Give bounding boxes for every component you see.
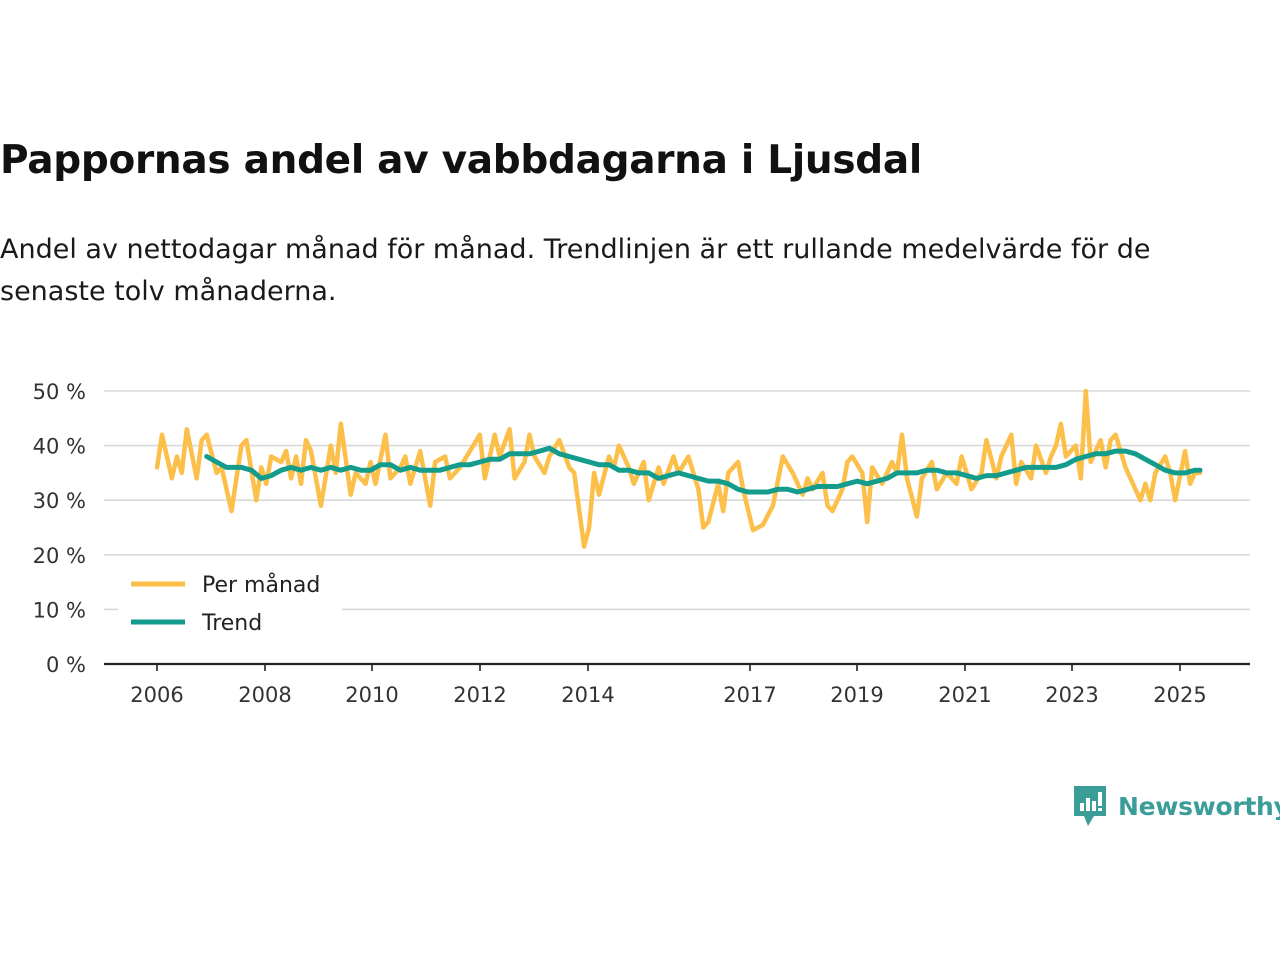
y-tick-label: 30 % [33,489,86,513]
brand-name: Newsworthy [1118,791,1280,821]
x-tick-label: 2010 [345,683,398,707]
x-tick-label: 2025 [1153,683,1206,707]
y-tick-label: 40 % [33,435,86,459]
x-tick-label: 2012 [453,683,506,707]
x-tick-label: 2021 [938,683,991,707]
legend: Per månad Trend [118,563,342,645]
line-chart: 0 % 10 % 20 % 30 % 40 % 50 % 2006 2008 2010 2012… [33,380,1250,707]
newsworthy-icon [1074,786,1106,826]
y-axis-labels: 0 % 10 % 20 % 30 % 40 % 50 % [33,380,86,677]
y-tick-label: 0 % [46,653,86,677]
gridlines [104,390,1250,611]
y-tick-label: 20 % [33,544,86,568]
x-tick-label: 2006 [130,683,183,707]
x-tick-label: 2014 [561,683,614,707]
series-line-monthly [154,388,1203,549]
y-tick-label: 50 % [33,380,86,404]
series-line-trend [204,445,1203,495]
x-tick-label: 2008 [238,683,291,707]
brand-logo: Newsworthy [1072,784,1280,828]
x-tick-label: 2019 [830,683,883,707]
series [154,388,1203,549]
chart-subtitle: Andel av nettodagar månad för månad. Tre… [0,234,1151,307]
legend-label-trend: Trend [201,611,262,636]
x-tick-label: 2017 [723,683,776,707]
y-tick-label: 10 % [33,598,86,622]
x-axis-ticks [156,664,1181,671]
chart-title: Pappornas andel av vabbdagarna i Ljusdal [0,138,922,183]
legend-background [118,563,342,645]
x-tick-label: 2023 [1045,683,1098,707]
legend-label-monthly: Per månad [202,572,320,598]
x-axis-labels: 2006 2008 2010 2012 2014 2017 2019 2021 2023 2025 [130,683,1206,707]
